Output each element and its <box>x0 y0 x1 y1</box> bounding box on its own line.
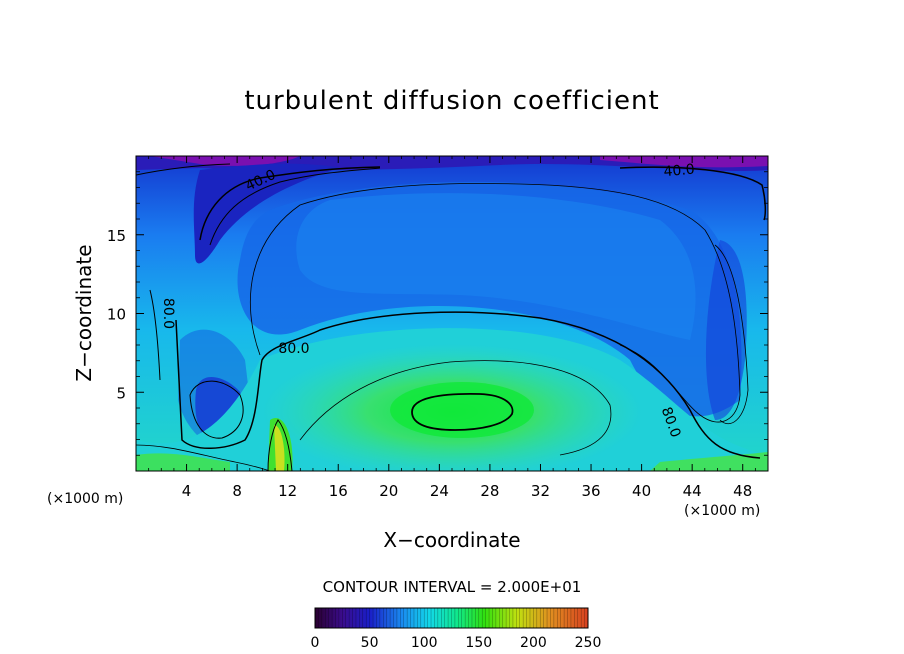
x-tick-label: 20 <box>379 482 398 500</box>
y-tick-label: 5 <box>116 384 126 402</box>
z-unit-label: (×1000 m) <box>47 491 124 507</box>
x-tick-label: 48 <box>733 482 752 500</box>
colorbar-tick-label: 250 <box>575 635 602 651</box>
y-axis-label: Z−coordinate <box>72 244 96 382</box>
colorbar-frame <box>314 607 589 629</box>
x-tick-label: 44 <box>683 482 702 500</box>
contour-label: 80.0 <box>160 298 176 329</box>
contour-label: 40.0 <box>663 162 695 181</box>
y-tick-label: 15 <box>107 227 126 245</box>
x-tick-label: 28 <box>480 482 499 500</box>
chart-title: turbulent diffusion coefficient <box>244 86 660 116</box>
x-unit-label: (×1000 m) <box>684 503 761 519</box>
contour-label: 80.0 <box>278 341 309 357</box>
colorbar-tick-label: 100 <box>411 635 438 651</box>
x-tick-label: 24 <box>430 482 449 500</box>
y-axis: 5 10 15 <box>107 171 768 456</box>
contour-interval: CONTOUR INTERVAL = 2.000E+01 <box>322 578 582 596</box>
x-tick-label: 12 <box>278 482 297 500</box>
x-tick-label: 32 <box>531 482 550 500</box>
colorbar-tick-label: 50 <box>361 635 379 651</box>
x-axis: 4 8 12 16 20 24 28 32 36 40 44 48 <box>148 156 756 500</box>
y-tick-label: 10 <box>107 306 126 324</box>
x-tick-label: 40 <box>632 482 651 500</box>
colorbar: 0 50 100 150 200 250 <box>311 607 602 651</box>
colorbar-tick-label: 0 <box>311 635 320 651</box>
x-tick-label: 4 <box>182 482 192 500</box>
x-tick-label: 36 <box>581 482 600 500</box>
colorbar-tick-label: 200 <box>520 635 547 651</box>
colorbar-tick-label: 150 <box>465 635 492 651</box>
x-axis-label: X−coordinate <box>383 528 521 552</box>
x-tick-label: 16 <box>329 482 348 500</box>
heatmap-field <box>136 156 768 471</box>
contour-lines <box>136 163 767 471</box>
x-tick-label: 8 <box>232 482 242 500</box>
